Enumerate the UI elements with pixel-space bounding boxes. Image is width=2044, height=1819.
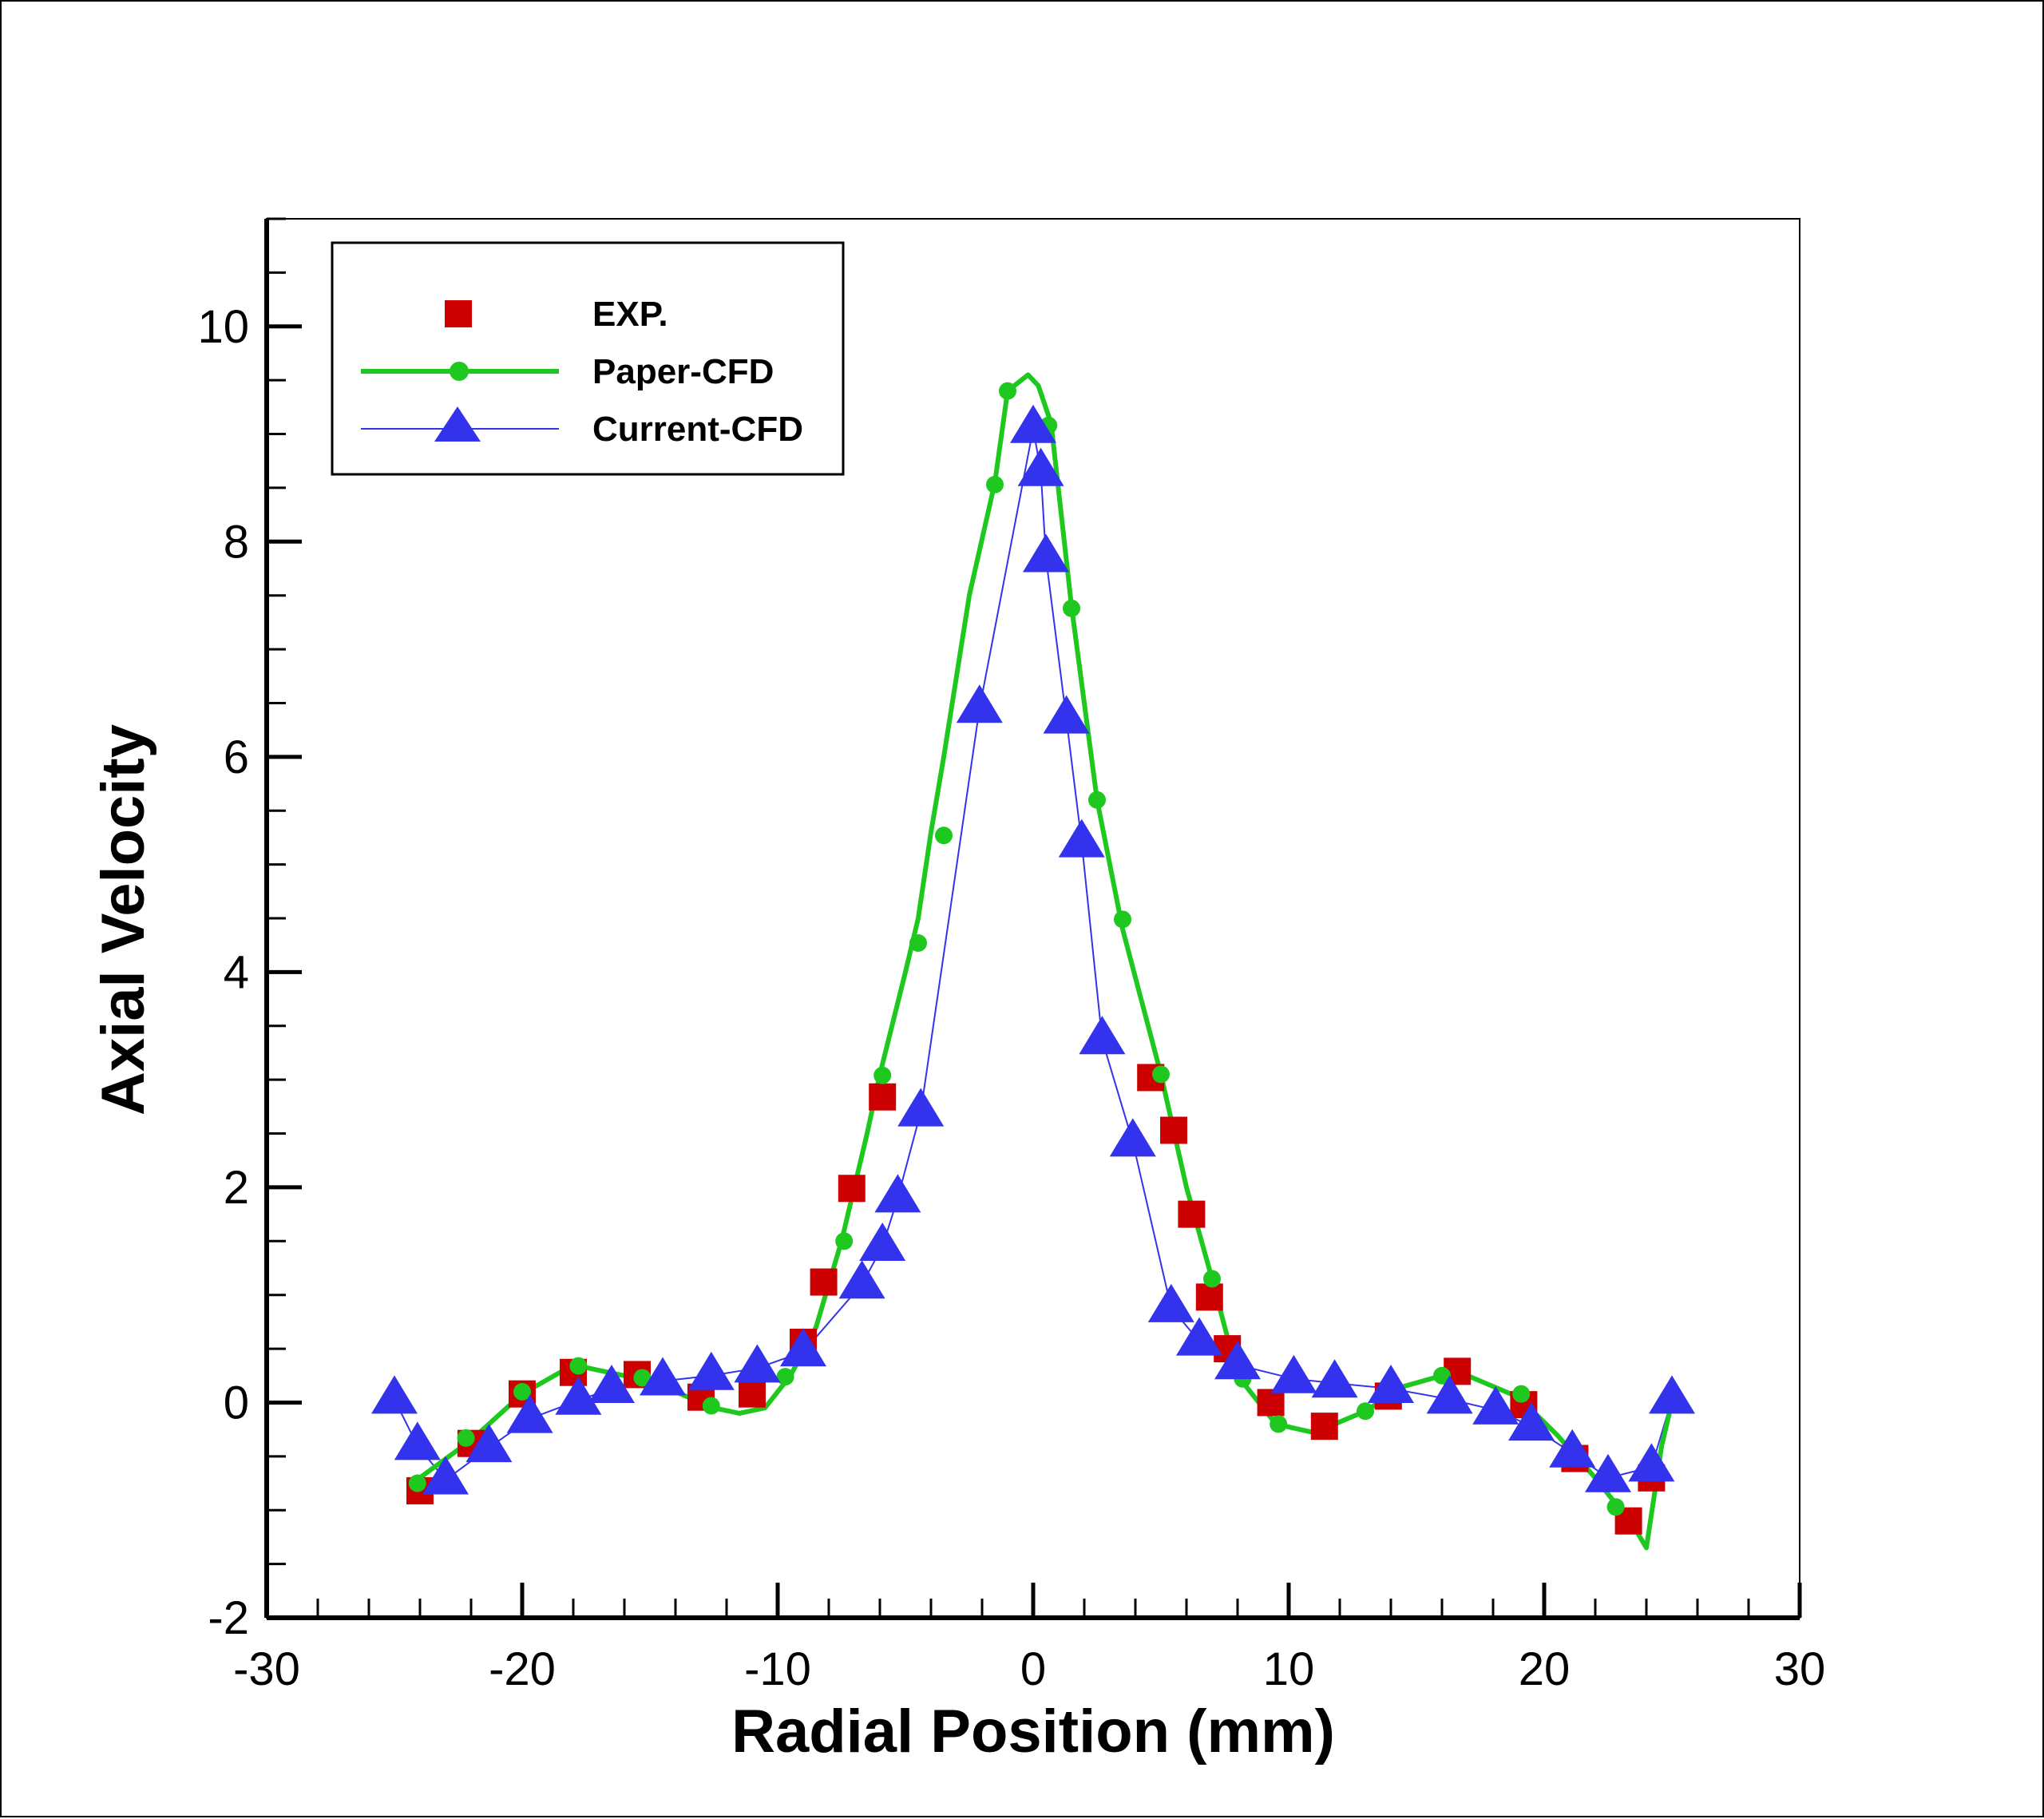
paper-cfd-point <box>986 475 1004 493</box>
current-cfd-point <box>1079 1016 1126 1055</box>
x-tick-label: -30 <box>233 1643 300 1695</box>
x-tick-label: 0 <box>1020 1643 1046 1695</box>
series-layer <box>371 372 1695 1551</box>
exp-point <box>1178 1200 1206 1228</box>
current-cfd-point <box>1368 1364 1414 1403</box>
current-cfd-point <box>1311 1359 1358 1398</box>
y-tick-label: 0 <box>224 1377 249 1429</box>
legend-paper-marker <box>450 362 469 381</box>
paper-cfd-point <box>1512 1385 1531 1403</box>
exp-point <box>838 1175 866 1203</box>
current-cfd-point <box>1147 1283 1194 1322</box>
exp-point <box>810 1268 838 1296</box>
current-cfd-point <box>555 1376 602 1415</box>
legend-box <box>331 241 845 476</box>
paper-cfd-line <box>410 372 1674 1551</box>
paper-cfd-point <box>1203 1270 1221 1288</box>
current-cfd-point <box>1585 1453 1631 1492</box>
legend-paper-label: Paper-CFD <box>592 352 774 391</box>
current-cfd-point <box>1628 1443 1675 1482</box>
current-cfd-point <box>1426 1375 1473 1414</box>
current-cfd-point <box>1549 1429 1596 1468</box>
y-tick-label: 2 <box>224 1162 249 1214</box>
x-tick-label: 20 <box>1519 1643 1571 1695</box>
exp-point <box>869 1083 897 1111</box>
current-cfd-point <box>394 1421 441 1460</box>
current-cfd-point <box>1010 404 1056 443</box>
x-axis-title: Radial Position (mm) <box>731 1698 1335 1766</box>
paper-cfd-point <box>569 1357 588 1375</box>
legend-exp-marker <box>445 300 472 327</box>
current-cfd-point <box>780 1328 826 1367</box>
current-cfd-point <box>1023 533 1069 573</box>
paper-cfd-point <box>1088 791 1106 809</box>
paper-cfd-point <box>408 1474 426 1492</box>
current-cfd-point <box>1270 1354 1317 1393</box>
paper-cfd-point <box>702 1397 720 1415</box>
y-tick-label: 10 <box>197 301 249 353</box>
paper-cfd-point <box>1114 910 1131 929</box>
paper-cfd-point <box>513 1382 531 1401</box>
y-tick-label: 4 <box>224 946 249 998</box>
legend-current-marker <box>434 406 481 442</box>
paper-cfd-point <box>1270 1415 1288 1433</box>
x-tick-label: 10 <box>1263 1643 1315 1695</box>
current-cfd-point <box>588 1364 635 1403</box>
y-tick-label: -2 <box>208 1592 249 1644</box>
exp-point <box>739 1380 766 1408</box>
paper-cfd-point <box>776 1368 794 1386</box>
current-cfd-point <box>1176 1317 1222 1356</box>
x-tick-label: -10 <box>744 1643 811 1695</box>
exp-point <box>1257 1389 1285 1417</box>
paper-cfd-point <box>457 1429 475 1447</box>
current-cfd-point <box>859 1223 906 1262</box>
exp-point <box>1195 1283 1223 1311</box>
current-cfd-line <box>394 428 1673 1481</box>
legend-exp-label: EXP. <box>592 295 668 334</box>
paper-cfd-point <box>873 1066 892 1084</box>
y-tick-label: 6 <box>224 731 249 783</box>
current-cfd-point <box>687 1351 735 1390</box>
x-tick-label: 30 <box>1774 1643 1826 1695</box>
paper-cfd-point <box>1152 1065 1170 1084</box>
paper-cfd-point <box>1357 1402 1374 1421</box>
legend-current-label: Current-CFD <box>592 410 803 449</box>
current-cfd-point <box>956 684 1003 723</box>
paper-cfd-point <box>999 382 1016 400</box>
current-cfd-point <box>465 1424 513 1463</box>
paper-cfd-point <box>835 1232 854 1250</box>
current-cfd-point <box>1058 818 1105 858</box>
exp-point <box>1160 1116 1187 1144</box>
current-cfd-point <box>734 1344 781 1383</box>
current-cfd-point <box>897 1088 945 1127</box>
y-axis-title: Axial Velocity <box>89 724 157 1116</box>
current-cfd-point <box>506 1394 553 1433</box>
current-cfd-point <box>422 1456 469 1495</box>
current-cfd-point <box>1043 695 1090 734</box>
current-cfd-point <box>640 1357 686 1396</box>
paper-cfd-point <box>1606 1498 1625 1516</box>
y-tick-label: 8 <box>224 516 249 568</box>
current-cfd-point <box>1214 1341 1261 1380</box>
x-tick-label: -20 <box>489 1643 556 1695</box>
current-cfd-point <box>1649 1375 1695 1414</box>
current-cfd-point <box>371 1375 418 1414</box>
current-cfd-point <box>1109 1118 1156 1157</box>
current-cfd-point <box>1508 1402 1555 1441</box>
current-cfd-point <box>838 1260 885 1299</box>
paper-cfd-point <box>935 826 953 845</box>
paper-cfd-point <box>1063 599 1080 617</box>
current-cfd-point <box>1472 1385 1519 1425</box>
exp-point <box>1310 1413 1338 1441</box>
current-cfd-point <box>874 1174 921 1213</box>
legend: EXP. Paper-CFD Current-CFD <box>331 241 845 476</box>
paper-cfd-point <box>633 1369 652 1387</box>
paper-cfd-point <box>1433 1366 1451 1385</box>
paper-cfd-point <box>909 933 927 952</box>
current-cfd-point <box>1017 447 1064 486</box>
